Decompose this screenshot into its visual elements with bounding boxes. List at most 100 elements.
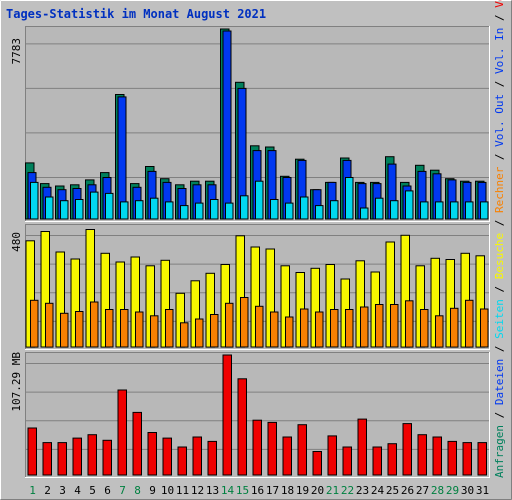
bar-volume-volumen-day-26 bbox=[402, 423, 412, 476]
panel-volume: 107.29 MB bbox=[10, 352, 490, 478]
x-tick-label-day-1: 1 bbox=[29, 484, 36, 497]
x-tick-label-day-29: 29 bbox=[446, 484, 459, 497]
bar-visits-rechner-day-10 bbox=[165, 309, 174, 348]
bar-volume-volumen-day-30 bbox=[462, 442, 472, 476]
x-tick-label-day-12: 12 bbox=[191, 484, 204, 497]
x-tick-label-day-3: 3 bbox=[59, 484, 66, 497]
bar-visits-rechner-day-18 bbox=[285, 316, 294, 348]
bar-visits-rechner-day-19 bbox=[300, 308, 309, 348]
bar-volume-volumen-day-9 bbox=[147, 432, 157, 476]
x-tick-label-day-8: 8 bbox=[134, 484, 141, 497]
bar-visits-rechner-day-1 bbox=[30, 299, 39, 348]
bar-hits-seiten-day-4 bbox=[75, 199, 84, 220]
x-tick-label-day-28: 28 bbox=[431, 484, 444, 497]
bar-visits-rechner-day-13 bbox=[210, 314, 219, 348]
legend-entry-2: Dateien bbox=[493, 359, 506, 405]
bar-volume-volumen-day-16 bbox=[252, 419, 262, 476]
bar-visits-rechner-day-16 bbox=[255, 305, 264, 348]
x-tick-label-day-19: 19 bbox=[296, 484, 309, 497]
bar-visits-rechner-day-22 bbox=[345, 309, 354, 348]
bar-volume-volumen-day-19 bbox=[297, 424, 307, 476]
bar-hits-seiten-day-2 bbox=[45, 196, 54, 220]
bar-hits-seiten-day-26 bbox=[405, 190, 414, 220]
chart-title: Tages-Statistik im Monat August 2021 bbox=[6, 7, 266, 21]
bar-visits-rechner-day-20 bbox=[315, 311, 324, 348]
bar-hits-seiten-day-19 bbox=[300, 196, 309, 220]
bar-volume-volumen-day-23 bbox=[357, 418, 367, 476]
y-tick-label-hits: 7783 bbox=[10, 38, 23, 65]
legend-entry-9: / bbox=[493, 147, 506, 167]
bar-hits-dateien-day-14 bbox=[222, 30, 232, 220]
bar-volume-volumen-day-8 bbox=[132, 411, 142, 476]
bar-visits-rechner-day-4 bbox=[75, 311, 84, 348]
bar-visits-rechner-day-2 bbox=[45, 302, 54, 348]
x-tick-label-day-5: 5 bbox=[89, 484, 96, 497]
bar-volume-volumen-day-10 bbox=[162, 437, 172, 476]
legend-entry-13: / bbox=[493, 8, 506, 28]
bar-visits-rechner-day-15 bbox=[240, 297, 249, 348]
bar-hits-seiten-day-3 bbox=[60, 200, 69, 220]
bar-hits-seiten-day-28 bbox=[435, 201, 444, 220]
bar-visits-rechner-day-14 bbox=[225, 302, 234, 348]
bar-volume-volumen-day-1 bbox=[27, 427, 37, 476]
bar-volume-volumen-day-3 bbox=[57, 442, 67, 476]
bar-volume-volumen-day-27 bbox=[417, 434, 427, 476]
legend-entry-8: Rechner bbox=[493, 166, 506, 213]
x-tick-label-day-14: 14 bbox=[221, 484, 235, 497]
x-tick-label-day-24: 24 bbox=[371, 484, 385, 497]
panel-hits: 7783 bbox=[10, 26, 490, 222]
legend-entry-14: Volumen bbox=[493, 0, 506, 8]
legend-entry-6: Besuche bbox=[493, 233, 506, 279]
x-tick-labels: 1 2 3 4 5 6 7 8 9 10 11 12 13 14 15 16 17 18 19 20 21 22 23 24 2… bbox=[29, 484, 489, 497]
bar-hits-seiten-day-27 bbox=[420, 201, 429, 220]
bar-hits-seiten-day-1 bbox=[30, 181, 39, 220]
bar-hits-seiten-day-29 bbox=[450, 201, 459, 220]
bar-volume-volumen-day-29 bbox=[447, 440, 457, 476]
bar-volume-volumen-day-11 bbox=[177, 446, 187, 476]
legend-entry-0: Anfragen bbox=[493, 425, 506, 478]
bar-visits-rechner-day-6 bbox=[105, 309, 114, 348]
bar-volume-volumen-day-15 bbox=[237, 378, 247, 476]
bar-hits-seiten-day-17 bbox=[270, 199, 279, 220]
bar-volume-volumen-day-4 bbox=[72, 437, 82, 476]
x-tick-label-day-18: 18 bbox=[281, 484, 294, 497]
panel-visits: 480 bbox=[10, 224, 490, 350]
bar-hits-seiten-day-24 bbox=[375, 197, 384, 220]
bar-hits-seiten-day-30 bbox=[465, 201, 474, 220]
x-tick-label-day-13: 13 bbox=[206, 484, 219, 497]
bar-visits-rechner-day-26 bbox=[405, 300, 414, 348]
x-tick-label-day-21: 21 bbox=[326, 484, 339, 497]
bar-visits-rechner-day-3 bbox=[60, 312, 69, 348]
bar-visits-rechner-day-23 bbox=[360, 306, 369, 348]
bar-volume-volumen-day-21 bbox=[327, 435, 337, 476]
x-tick-label-day-15: 15 bbox=[236, 484, 249, 497]
x-tick-label-day-7: 7 bbox=[119, 484, 126, 497]
bar-visits-rechner-day-31 bbox=[480, 308, 489, 348]
bar-volume-volumen-day-6 bbox=[102, 439, 112, 476]
x-tick-label-day-22: 22 bbox=[341, 484, 354, 497]
bar-visits-rechner-day-5 bbox=[90, 301, 99, 348]
bar-hits-seiten-day-11 bbox=[180, 205, 189, 220]
x-tick-label-day-10: 10 bbox=[161, 484, 174, 497]
bar-visits-rechner-day-29 bbox=[450, 307, 459, 348]
bar-visits-rechner-day-17 bbox=[270, 311, 279, 348]
x-tick-label-day-23: 23 bbox=[356, 484, 369, 497]
bar-visits-rechner-day-9 bbox=[150, 315, 159, 348]
bar-volume-volumen-day-18 bbox=[282, 436, 292, 476]
x-tick-label-day-26: 26 bbox=[401, 484, 414, 497]
bar-volume-volumen-day-20 bbox=[312, 451, 322, 476]
bar-volume-volumen-day-28 bbox=[432, 436, 442, 476]
x-tick-label-day-27: 27 bbox=[416, 484, 429, 497]
x-tick-label-day-20: 20 bbox=[311, 484, 324, 497]
bar-hits-seiten-day-13 bbox=[210, 199, 219, 220]
bar-hits-seiten-day-8 bbox=[135, 200, 144, 220]
bar-hits-seiten-day-18 bbox=[285, 202, 294, 220]
legend-entry-10: Vol. Out bbox=[493, 94, 506, 147]
panels: 7783 480 107.29 MB bbox=[10, 26, 490, 478]
x-tick-label-day-2: 2 bbox=[44, 484, 51, 497]
bar-hits-seiten-day-22 bbox=[345, 177, 354, 220]
bar-volume-volumen-day-24 bbox=[372, 446, 382, 476]
bar-hits-seiten-day-25 bbox=[390, 200, 399, 220]
